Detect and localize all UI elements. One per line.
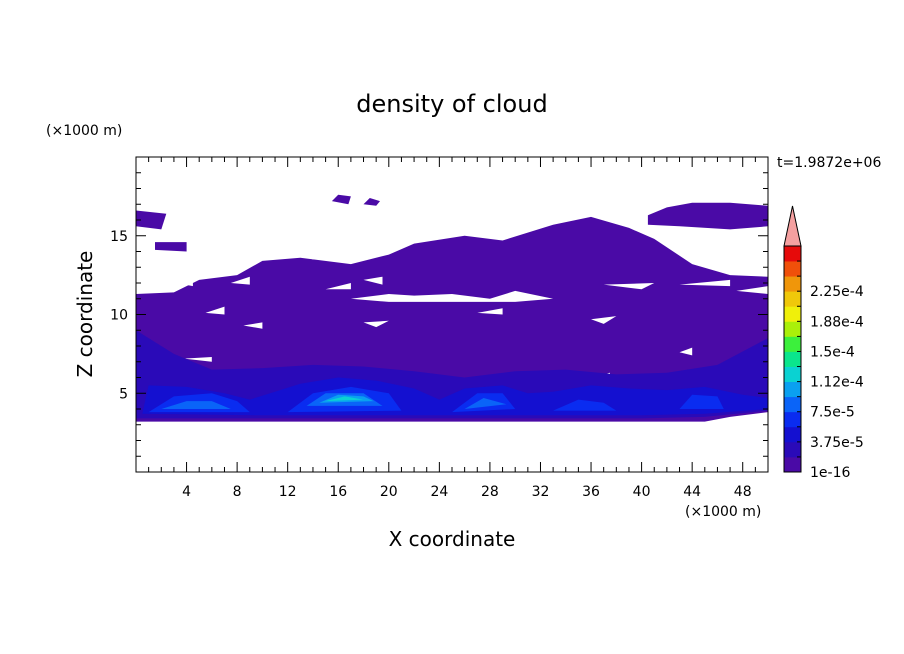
- contour-gap: [477, 308, 503, 315]
- contour-gap: [363, 276, 383, 285]
- colorbar-band: [784, 396, 801, 413]
- contour-region: [155, 242, 187, 252]
- x-tick-label: 24: [430, 484, 448, 500]
- contour-gap: [184, 357, 212, 362]
- chart-title: density of cloud: [356, 90, 547, 118]
- colorbar-band: [784, 291, 801, 307]
- contour-plot: [136, 194, 768, 422]
- contour-gap: [591, 316, 617, 324]
- x-tick-label: 4: [182, 484, 191, 500]
- contour-region: [464, 398, 507, 409]
- x-tick-label: 48: [734, 484, 752, 500]
- colorbar-band: [784, 261, 801, 277]
- colorbar-label: 1.12e-4: [810, 375, 864, 391]
- contour-region: [136, 210, 167, 230]
- contour-gap: [205, 306, 225, 315]
- contour-gap: [350, 290, 554, 302]
- contour-gap: [603, 283, 655, 290]
- x-tick-label: 28: [481, 484, 499, 500]
- x-tick-label: 44: [683, 484, 701, 500]
- colorbar-band: [784, 366, 801, 382]
- colorbar-label: 7.5e-5: [810, 405, 855, 421]
- colorbar-band: [784, 336, 801, 352]
- contour-region: [161, 401, 231, 409]
- contour-gap: [679, 347, 693, 356]
- x-tick-label: 16: [329, 484, 347, 500]
- y-axis: 5 10 15: [110, 172, 768, 457]
- colorbar-band: [784, 456, 801, 473]
- y-unit-label: (×1000 m): [46, 123, 122, 139]
- y-tick-label: 15: [110, 229, 128, 245]
- contour-region: [325, 396, 364, 402]
- x-unit-label: (×1000 m): [685, 504, 761, 520]
- contour-gap: [325, 283, 351, 290]
- contour-gap: [136, 270, 149, 280]
- x-axis: 4 8 12 16 20 24 28 32 36 40 44 48: [148, 157, 756, 500]
- contour-gap: [243, 322, 263, 329]
- x-tick-label: 36: [582, 484, 600, 500]
- colorbar-band: [784, 381, 801, 398]
- x-tick-label: 40: [633, 484, 651, 500]
- colorbar-label: 1e-16: [810, 465, 850, 481]
- colorbar-band: [784, 246, 801, 262]
- contour-region: [331, 194, 351, 205]
- colorbar-band: [784, 441, 801, 458]
- contour-gap: [736, 286, 768, 294]
- contour-gap: [287, 242, 339, 260]
- colorbar-label: 3.75e-5: [810, 435, 864, 451]
- contour-gap: [230, 276, 250, 285]
- x-tick-label: 12: [279, 484, 297, 500]
- colorbar-band: [784, 426, 801, 443]
- contour-region: [679, 394, 724, 409]
- colorbar-band: [784, 306, 801, 322]
- colorbar-label: 1.88e-4: [810, 314, 864, 330]
- colorbar-band: [784, 411, 801, 428]
- x-tick-label: 20: [380, 484, 398, 500]
- contour-gap: [176, 276, 193, 287]
- x-tick-label: 8: [233, 484, 242, 500]
- contour-gap: [679, 279, 731, 287]
- contour-region: [647, 202, 768, 230]
- contour-gap: [338, 238, 358, 252]
- time-label: t=1.9872e+06: [777, 155, 881, 171]
- x-tick-label: 32: [532, 484, 550, 500]
- colorbar-extend-arrow: [783, 205, 802, 247]
- y-tick-label: 10: [110, 308, 128, 324]
- colorbar-label: 1.5e-4: [810, 344, 855, 360]
- x-axis-label: X coordinate: [389, 527, 516, 551]
- colorbar-label: 2.25e-4: [810, 284, 864, 300]
- y-tick-label: 5: [119, 386, 128, 402]
- colorbar-band: [784, 321, 801, 337]
- contour-region: [553, 399, 617, 411]
- contour-gap: [363, 320, 389, 328]
- colorbar-band: [784, 351, 801, 367]
- colorbar: 1e-16 3.75e-5 7.5e-5 1.12e-4 1.5e-4 1.88e-4 2.…: [783, 205, 864, 481]
- colorbar-band: [784, 276, 801, 292]
- y-axis-label: Z coordinate: [73, 251, 97, 378]
- contour-region: [363, 198, 380, 206]
